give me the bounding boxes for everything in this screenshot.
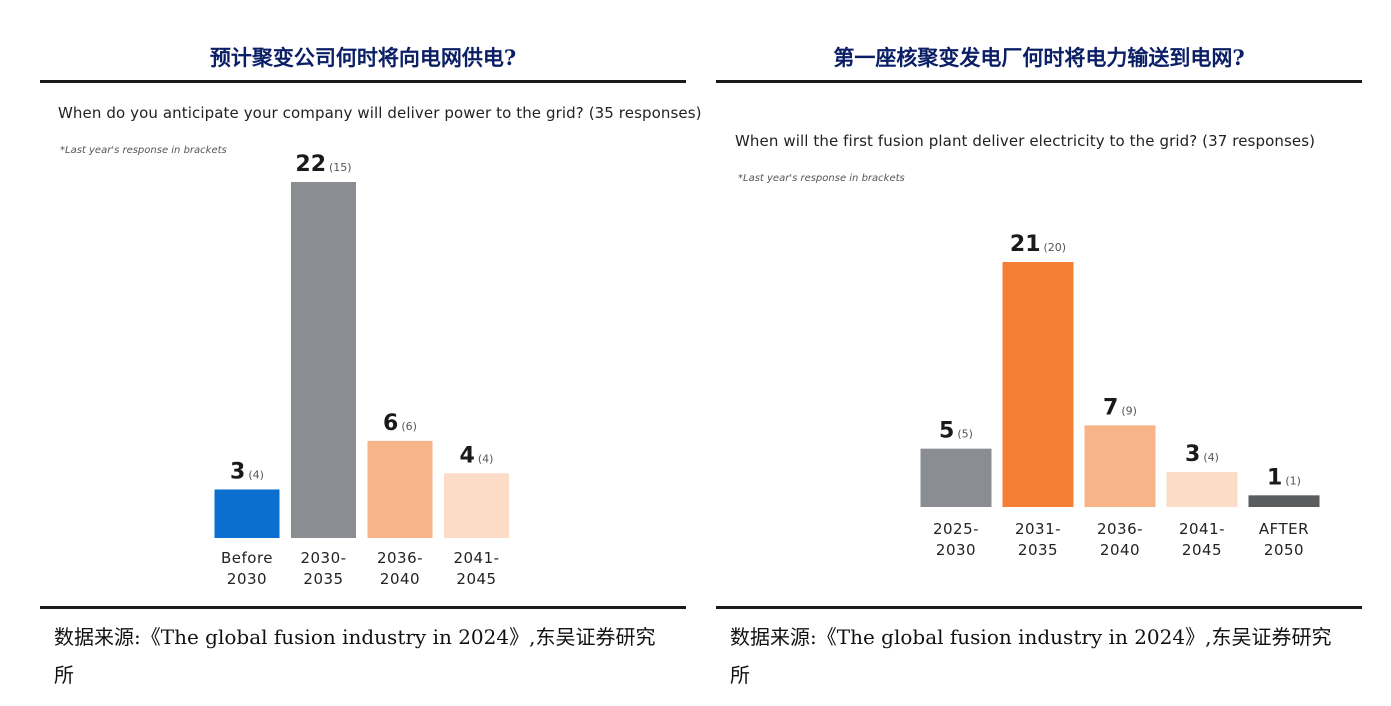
chart-title: When do you anticipate your company will…	[58, 104, 702, 122]
category-label: 2041-	[453, 549, 499, 567]
data-label: 4 (4)	[460, 443, 494, 468]
chart-note: *Last year's response in brackets	[738, 173, 905, 184]
data-label: 5 (5)	[939, 419, 973, 444]
bar	[920, 448, 992, 507]
category-label: 2030-	[300, 549, 346, 567]
category-label: 2035	[303, 570, 343, 588]
data-label: 3 (4)	[230, 459, 264, 484]
bar	[214, 489, 280, 538]
category-label: 2050	[1264, 541, 1304, 559]
previous-value-label: (20)	[1044, 241, 1067, 254]
previous-value-label: (15)	[329, 161, 352, 174]
panel-heading: 预计聚变公司何时将向电网供电?	[209, 45, 517, 70]
value-label: 1	[1267, 465, 1282, 490]
bar	[367, 440, 433, 538]
chart-panel-right: 第一座核聚变发电厂何时将电力输送到电网? When will the first…	[716, 0, 1362, 706]
data-label: 6 (6)	[383, 411, 417, 436]
category-label: 2030	[936, 541, 976, 559]
previous-value-label: (9)	[1121, 404, 1137, 417]
category-label: 2040	[1100, 541, 1140, 559]
category-label: 2031-	[1015, 520, 1061, 538]
panel-heading: 第一座核聚变发电厂何时将电力输送到电网?	[833, 45, 1245, 70]
category-label: 2045	[456, 570, 496, 588]
bar	[1248, 495, 1320, 507]
source-note: 数据来源:《The global fusion industry in 2024…	[54, 625, 656, 687]
previous-value-label: (4)	[1203, 451, 1219, 464]
bottom-rule	[40, 606, 686, 609]
data-label: 1 (1)	[1267, 465, 1301, 490]
category-label: 2040	[380, 570, 420, 588]
category-label: Before	[221, 549, 273, 567]
bar-chart: 5 (5) 2025- 2030 21 (20) 2031- 2035 7 (9) 2036- 204…	[920, 232, 1320, 559]
previous-value-label: (4)	[478, 452, 494, 465]
chart-note: *Last year's response in brackets	[60, 145, 227, 156]
top-rule	[716, 80, 1362, 83]
value-label: 4	[460, 443, 475, 468]
previous-value-label: (6)	[401, 420, 417, 433]
category-label: 2030	[227, 570, 267, 588]
previous-value-label: (4)	[248, 468, 264, 481]
category-label: 2025-	[933, 520, 979, 538]
data-label: 22 (15)	[295, 152, 351, 177]
value-label: 21	[1010, 232, 1041, 257]
source-note: 数据来源:《The global fusion industry in 2024…	[730, 625, 1332, 687]
bar	[291, 182, 356, 538]
top-rule	[40, 80, 686, 83]
value-label: 6	[383, 411, 398, 436]
data-label: 21 (20)	[1010, 232, 1066, 257]
value-label: 3	[230, 459, 245, 484]
data-label: 3 (4)	[1185, 442, 1219, 467]
value-label: 22	[295, 152, 326, 177]
bottom-rule	[716, 606, 1362, 609]
category-label: AFTER	[1259, 520, 1309, 538]
bar	[444, 473, 509, 538]
value-label: 7	[1103, 395, 1118, 420]
chart-panel-left: 预计聚变公司何时将向电网供电? When do you anticipate y…	[40, 0, 702, 706]
previous-value-label: (5)	[957, 428, 973, 441]
data-label: 7 (9)	[1103, 395, 1137, 420]
bar	[1084, 425, 1156, 507]
category-label: 2035	[1018, 541, 1058, 559]
category-label: 2041-	[1179, 520, 1225, 538]
chart-title: When will the first fusion plant deliver…	[735, 132, 1316, 150]
category-label: 2036-	[1097, 520, 1143, 538]
bar	[1002, 262, 1074, 507]
value-label: 5	[939, 419, 954, 444]
category-label: 2036-	[377, 549, 423, 567]
bar	[1166, 472, 1238, 507]
value-label: 3	[1185, 442, 1200, 467]
previous-value-label: (1)	[1285, 474, 1301, 487]
category-label: 2045	[1182, 541, 1222, 559]
